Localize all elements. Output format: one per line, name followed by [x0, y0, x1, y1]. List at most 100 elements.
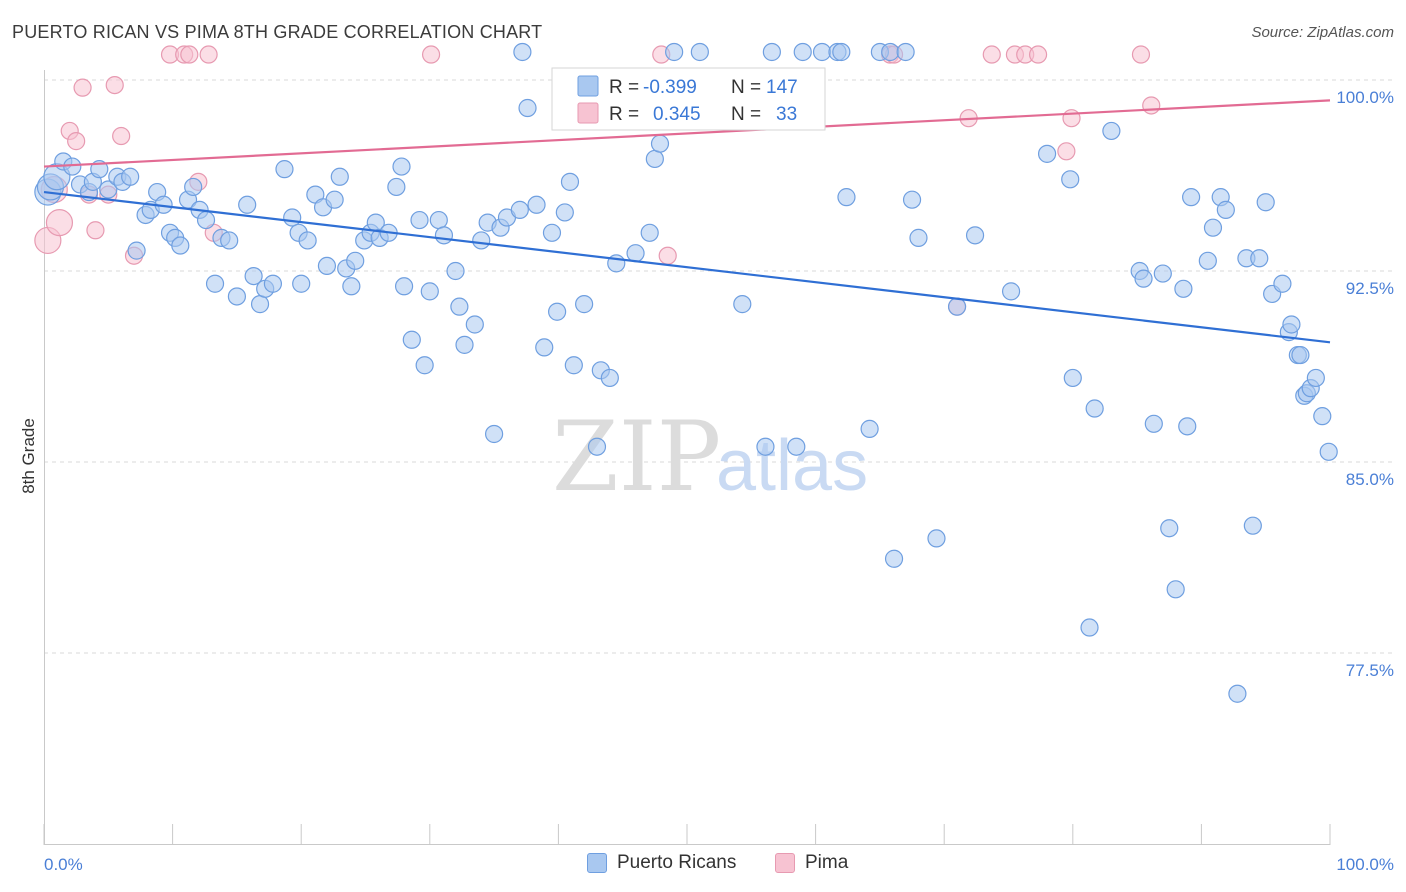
point-puerto-ricans [1256, 193, 1275, 212]
point-puerto-ricans [837, 188, 856, 207]
point-puerto-ricans [793, 42, 812, 62]
x-tick-label-max: 100.0% [1336, 855, 1394, 874]
point-puerto-ricans [121, 167, 140, 186]
point-puerto-ricans [1037, 144, 1057, 163]
point-puerto-ricans [756, 437, 775, 456]
point-puerto-ricans [429, 210, 448, 230]
point-puerto-ricans [238, 195, 257, 214]
point-puerto-ricans [392, 157, 411, 176]
y-axis-label: 8th Grade [19, 418, 38, 494]
point-puerto-ricans [909, 228, 928, 247]
point-pima [421, 45, 441, 64]
point-puerto-ricans [292, 274, 311, 293]
point-puerto-ricans [450, 297, 469, 316]
point-puerto-ricans [263, 274, 283, 293]
point-puerto-ricans [346, 251, 365, 270]
point-puerto-ricans [1061, 170, 1080, 189]
point-puerto-ricans [947, 297, 967, 316]
point-puerto-ricans [99, 180, 118, 199]
point-puerto-ricans [881, 42, 900, 62]
watermark-zip: ZIP [552, 401, 721, 513]
correlation-legend: R = -0.399 N = 147 R = 0.345 N = 33 [551, 67, 826, 131]
y-tick-label: 100.0% [1336, 88, 1394, 107]
point-puerto-ricans [1198, 251, 1217, 270]
point-puerto-ricans [330, 167, 349, 186]
point-puerto-ricans [317, 256, 337, 276]
trendline-pima [43, 99, 1331, 168]
legend-n-value-blue: 147 [766, 77, 798, 98]
point-puerto-ricans [1085, 399, 1104, 418]
trend-lines [43, 99, 1331, 344]
point-puerto-ricans [1319, 442, 1338, 461]
point-puerto-ricans [465, 315, 484, 334]
point-puerto-ricans [1250, 249, 1269, 268]
point-pima [67, 132, 86, 151]
point-puerto-ricans [564, 356, 583, 375]
point-puerto-ricans [527, 195, 546, 214]
point-puerto-ricans [415, 356, 434, 375]
point-puerto-ricans [650, 134, 670, 153]
point-puerto-ricans [1273, 274, 1292, 293]
point-puerto-ricans [1174, 279, 1193, 298]
series-puerto-ricans-points [34, 42, 1338, 703]
point-puerto-ricans [1203, 218, 1223, 237]
y-tick-label: 77.5% [1346, 661, 1394, 680]
bottom-legend-item-pima[interactable]: Pima [775, 852, 848, 874]
legend-swatch-blue [577, 75, 599, 97]
y-tick-labels: 100.0% 92.5% 85.0% 77.5% [1336, 88, 1394, 680]
point-puerto-ricans [690, 42, 709, 62]
point-puerto-ricans [884, 549, 904, 568]
point-puerto-ricans [1216, 200, 1235, 219]
point-puerto-ricans [640, 223, 659, 242]
point-puerto-ricans [298, 231, 317, 250]
point-puerto-ricans [250, 295, 270, 314]
watermark: ZIP atlas [552, 401, 868, 513]
point-puerto-ricans [575, 295, 594, 314]
point-puerto-ricans [387, 177, 406, 197]
point-puerto-ricans [394, 277, 414, 296]
point-puerto-ricans [645, 149, 664, 169]
point-puerto-ricans [342, 277, 361, 296]
point-pima [73, 78, 92, 97]
legend-n-value-pink: 33 [776, 104, 797, 125]
legend-swatch-pink [577, 102, 599, 124]
point-pima [199, 45, 218, 64]
legend-n-label-pink: N = [731, 104, 761, 125]
source-label: Source: ZipAtlas.com [1251, 24, 1394, 41]
point-puerto-ricans [1182, 188, 1201, 207]
point-puerto-ricans [402, 330, 421, 349]
point-pima [112, 126, 131, 146]
point-puerto-ricans [927, 529, 946, 548]
legend-r-value-pink: 0.345 [653, 104, 701, 125]
point-puerto-ricans [1306, 368, 1325, 388]
point-pima [105, 75, 124, 95]
point-puerto-ricans [1291, 345, 1310, 365]
point-puerto-ricans [513, 42, 532, 62]
bottom-legend: Puerto Ricans Pima [0, 852, 1406, 878]
bottom-legend-label: Puerto Ricans [617, 852, 737, 873]
point-puerto-ricans [205, 274, 225, 293]
point-puerto-ricans [1178, 417, 1197, 436]
bottom-legend-item-puerto-ricans[interactable]: Puerto Ricans [587, 852, 736, 874]
point-pima [658, 246, 677, 265]
point-puerto-ricans [420, 282, 439, 301]
gridlines [44, 79, 1394, 654]
point-pima [1057, 142, 1076, 161]
point-puerto-ricans [1153, 264, 1172, 283]
point-puerto-ricans [762, 42, 781, 62]
point-puerto-ricans [1243, 516, 1262, 535]
point-puerto-ricans [63, 157, 82, 176]
legend-swatch-icon [775, 853, 795, 873]
legend-r-label-blue: R = [609, 77, 639, 98]
point-puerto-ricans [434, 226, 454, 245]
point-puerto-ricans [244, 266, 263, 286]
point-puerto-ricans [1080, 618, 1099, 637]
chart-title: PUERTO RICAN VS PIMA 8TH GRADE CORRELATI… [12, 22, 543, 42]
point-puerto-ricans [325, 190, 344, 209]
y-tick-label: 92.5% [1346, 279, 1394, 298]
point-pima [1028, 45, 1048, 64]
point-pima [1142, 96, 1161, 115]
point-pima [1131, 45, 1151, 64]
x-ticks [43, 824, 1331, 845]
